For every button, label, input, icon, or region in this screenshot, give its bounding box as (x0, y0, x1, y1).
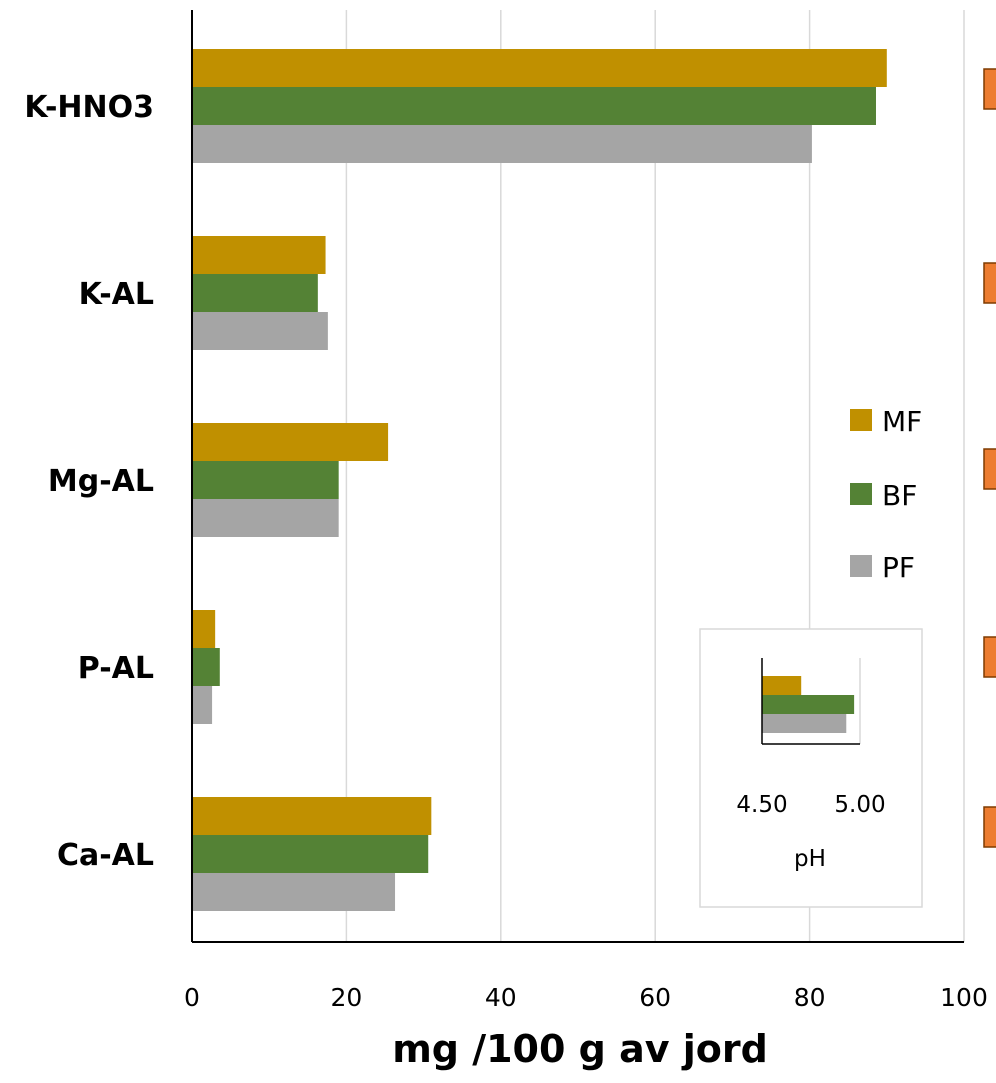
bar-bf (192, 274, 318, 312)
bar-pf (192, 312, 328, 350)
axes (191, 10, 964, 943)
x-axis-label: mg /100 g av jord (392, 1027, 768, 1071)
bar-mf (192, 423, 389, 461)
bar-bf (192, 461, 339, 499)
category-label: P-AL (78, 651, 154, 686)
inset-bars (762, 676, 855, 733)
category-labels: K-HNO3 K-AL Mg-AL P-AL Ca-AL (24, 90, 154, 873)
legend-swatch-pf (850, 555, 872, 577)
bar-mf (192, 49, 887, 87)
inset-bar-bf (762, 695, 855, 714)
bar-mf (192, 797, 432, 835)
category-label: K-AL (79, 277, 154, 312)
bar-bf (192, 648, 220, 686)
main-bars (192, 49, 887, 911)
inset-x-axis-label: pH (794, 846, 826, 872)
inset-tick-label: 4.50 (736, 792, 787, 818)
x-tick-label: 40 (485, 983, 517, 1012)
legend-label-mf: MF (882, 405, 922, 438)
inset-bar-mf (762, 676, 802, 695)
x-tick-label: 20 (330, 983, 362, 1012)
x-tick-label: 80 (794, 983, 826, 1012)
bar-mf (192, 236, 326, 274)
legend-swatch-bf (850, 483, 872, 505)
edge-marker (983, 262, 996, 304)
inset-frame (699, 628, 923, 908)
bar-bf (192, 835, 429, 873)
edge-marker (983, 636, 996, 678)
inset-bar-pf (762, 714, 847, 733)
edge-marker (983, 448, 996, 490)
edge-marker (983, 806, 996, 848)
bar-mf (192, 610, 216, 648)
inset-tick-labels: 4.50 5.00 (736, 792, 885, 818)
inset-axes (761, 658, 861, 745)
inset-tick-label: 5.00 (834, 792, 885, 818)
category-label: Mg-AL (48, 464, 154, 499)
x-tick-labels: 0 20 40 60 80 100 (184, 983, 988, 1012)
legend-swatch-mf (850, 409, 872, 431)
category-label: K-HNO3 (24, 90, 154, 125)
bar-pf (192, 499, 339, 537)
edge-marker (983, 68, 996, 110)
edge-markers (983, 68, 996, 848)
x-tick-label: 0 (184, 983, 200, 1012)
category-label: Ca-AL (57, 838, 154, 873)
ph-inset-chart: 4.50 5.00 pH (699, 628, 923, 908)
x-tick-label: 100 (940, 983, 988, 1012)
legend-label-pf: PF (882, 551, 915, 584)
legend-label-bf: BF (882, 479, 917, 512)
legend: MF BF PF (850, 405, 922, 584)
bar-bf (192, 87, 876, 125)
bar-pf (192, 873, 396, 911)
bar-pf (192, 125, 812, 163)
bar-pf (192, 686, 213, 724)
x-tick-label: 60 (639, 983, 671, 1012)
